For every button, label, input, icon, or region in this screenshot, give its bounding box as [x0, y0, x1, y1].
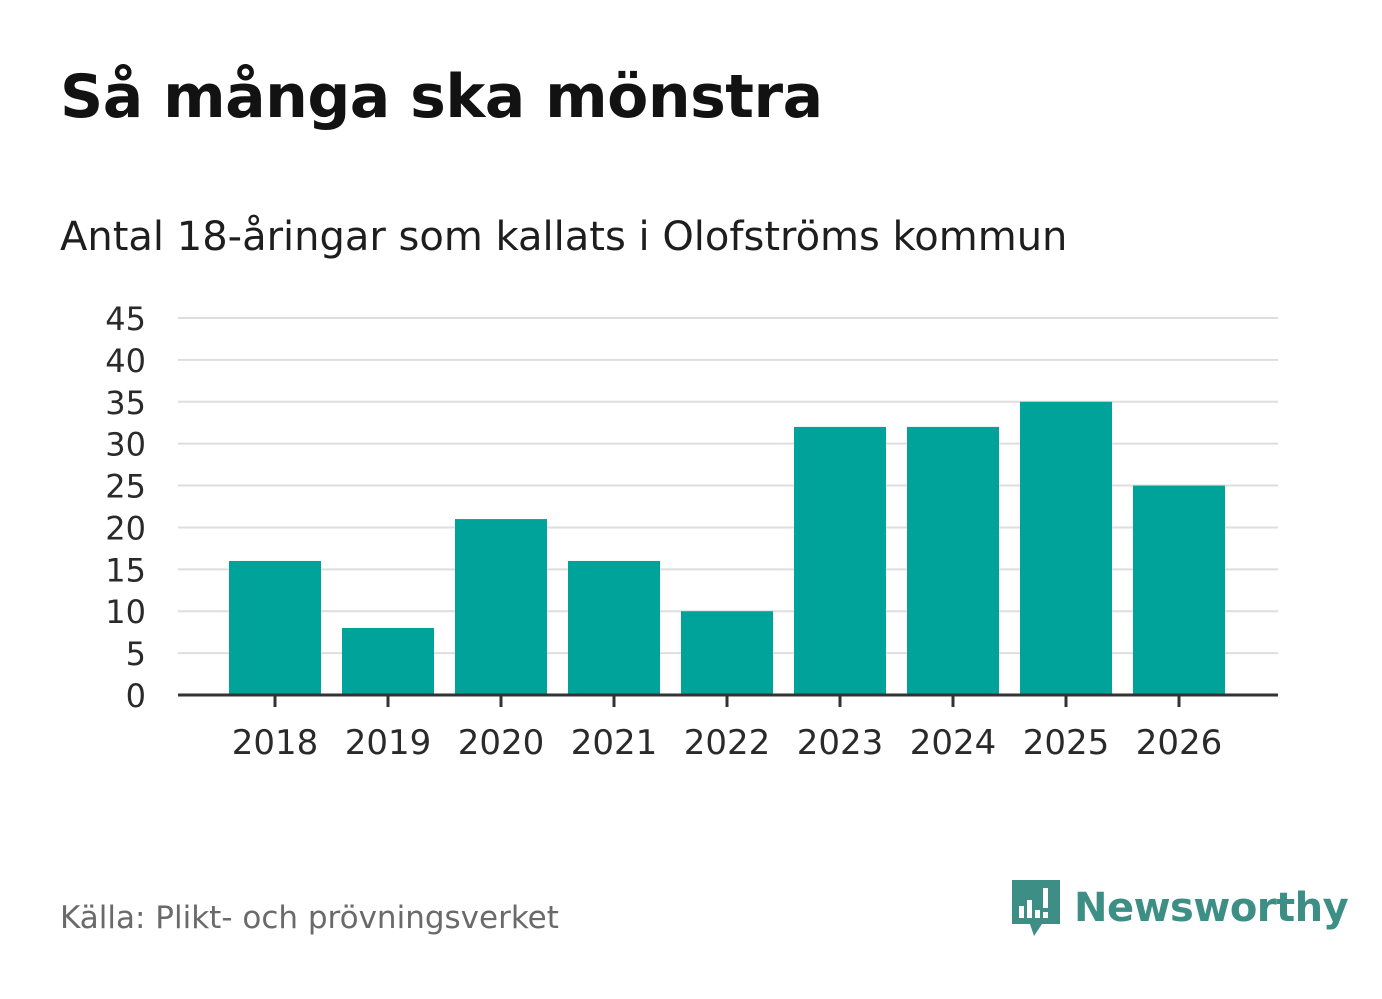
brand-logo: Newsworthy	[1008, 876, 1349, 940]
bar	[342, 627, 434, 695]
y-tick-label: 35	[105, 384, 146, 422]
bar	[1020, 401, 1112, 695]
bar	[794, 426, 886, 695]
y-tick-label: 40	[105, 342, 146, 380]
chart-title: Så många ska mönstra	[60, 62, 823, 132]
x-tick-label: 2025	[1023, 723, 1110, 763]
y-tick-label: 10	[105, 593, 146, 631]
y-tick-label: 5	[126, 635, 146, 673]
chart-subtitle: Antal 18-åringar som kallats i Olofström…	[60, 214, 1068, 260]
y-tick-label: 15	[105, 551, 146, 589]
y-tick-label: 0	[126, 677, 146, 715]
x-tick-label: 2020	[458, 723, 545, 763]
brand-name: Newsworthy	[1074, 885, 1349, 931]
y-tick-label: 25	[105, 468, 146, 506]
x-tick-label: 2018	[232, 723, 319, 763]
bar	[1133, 485, 1225, 695]
bar	[681, 611, 773, 695]
x-tick-label: 2023	[797, 723, 884, 763]
source-note: Källa: Plikt- och prövningsverket	[60, 900, 559, 936]
bar	[907, 426, 999, 695]
bar	[455, 519, 547, 695]
x-tick-label: 2022	[684, 723, 771, 763]
y-tick-label: 45	[105, 300, 146, 338]
y-tick-label: 30	[105, 426, 146, 464]
x-tick-label: 2024	[910, 723, 997, 763]
y-tick-label: 20	[105, 509, 146, 547]
x-tick-label: 2021	[571, 723, 658, 763]
newsworthy-logo-icon	[1012, 880, 1060, 936]
bar	[229, 560, 321, 695]
x-tick-label: 2019	[345, 723, 432, 763]
x-tick-label: 2026	[1136, 723, 1223, 763]
bar	[568, 560, 660, 695]
